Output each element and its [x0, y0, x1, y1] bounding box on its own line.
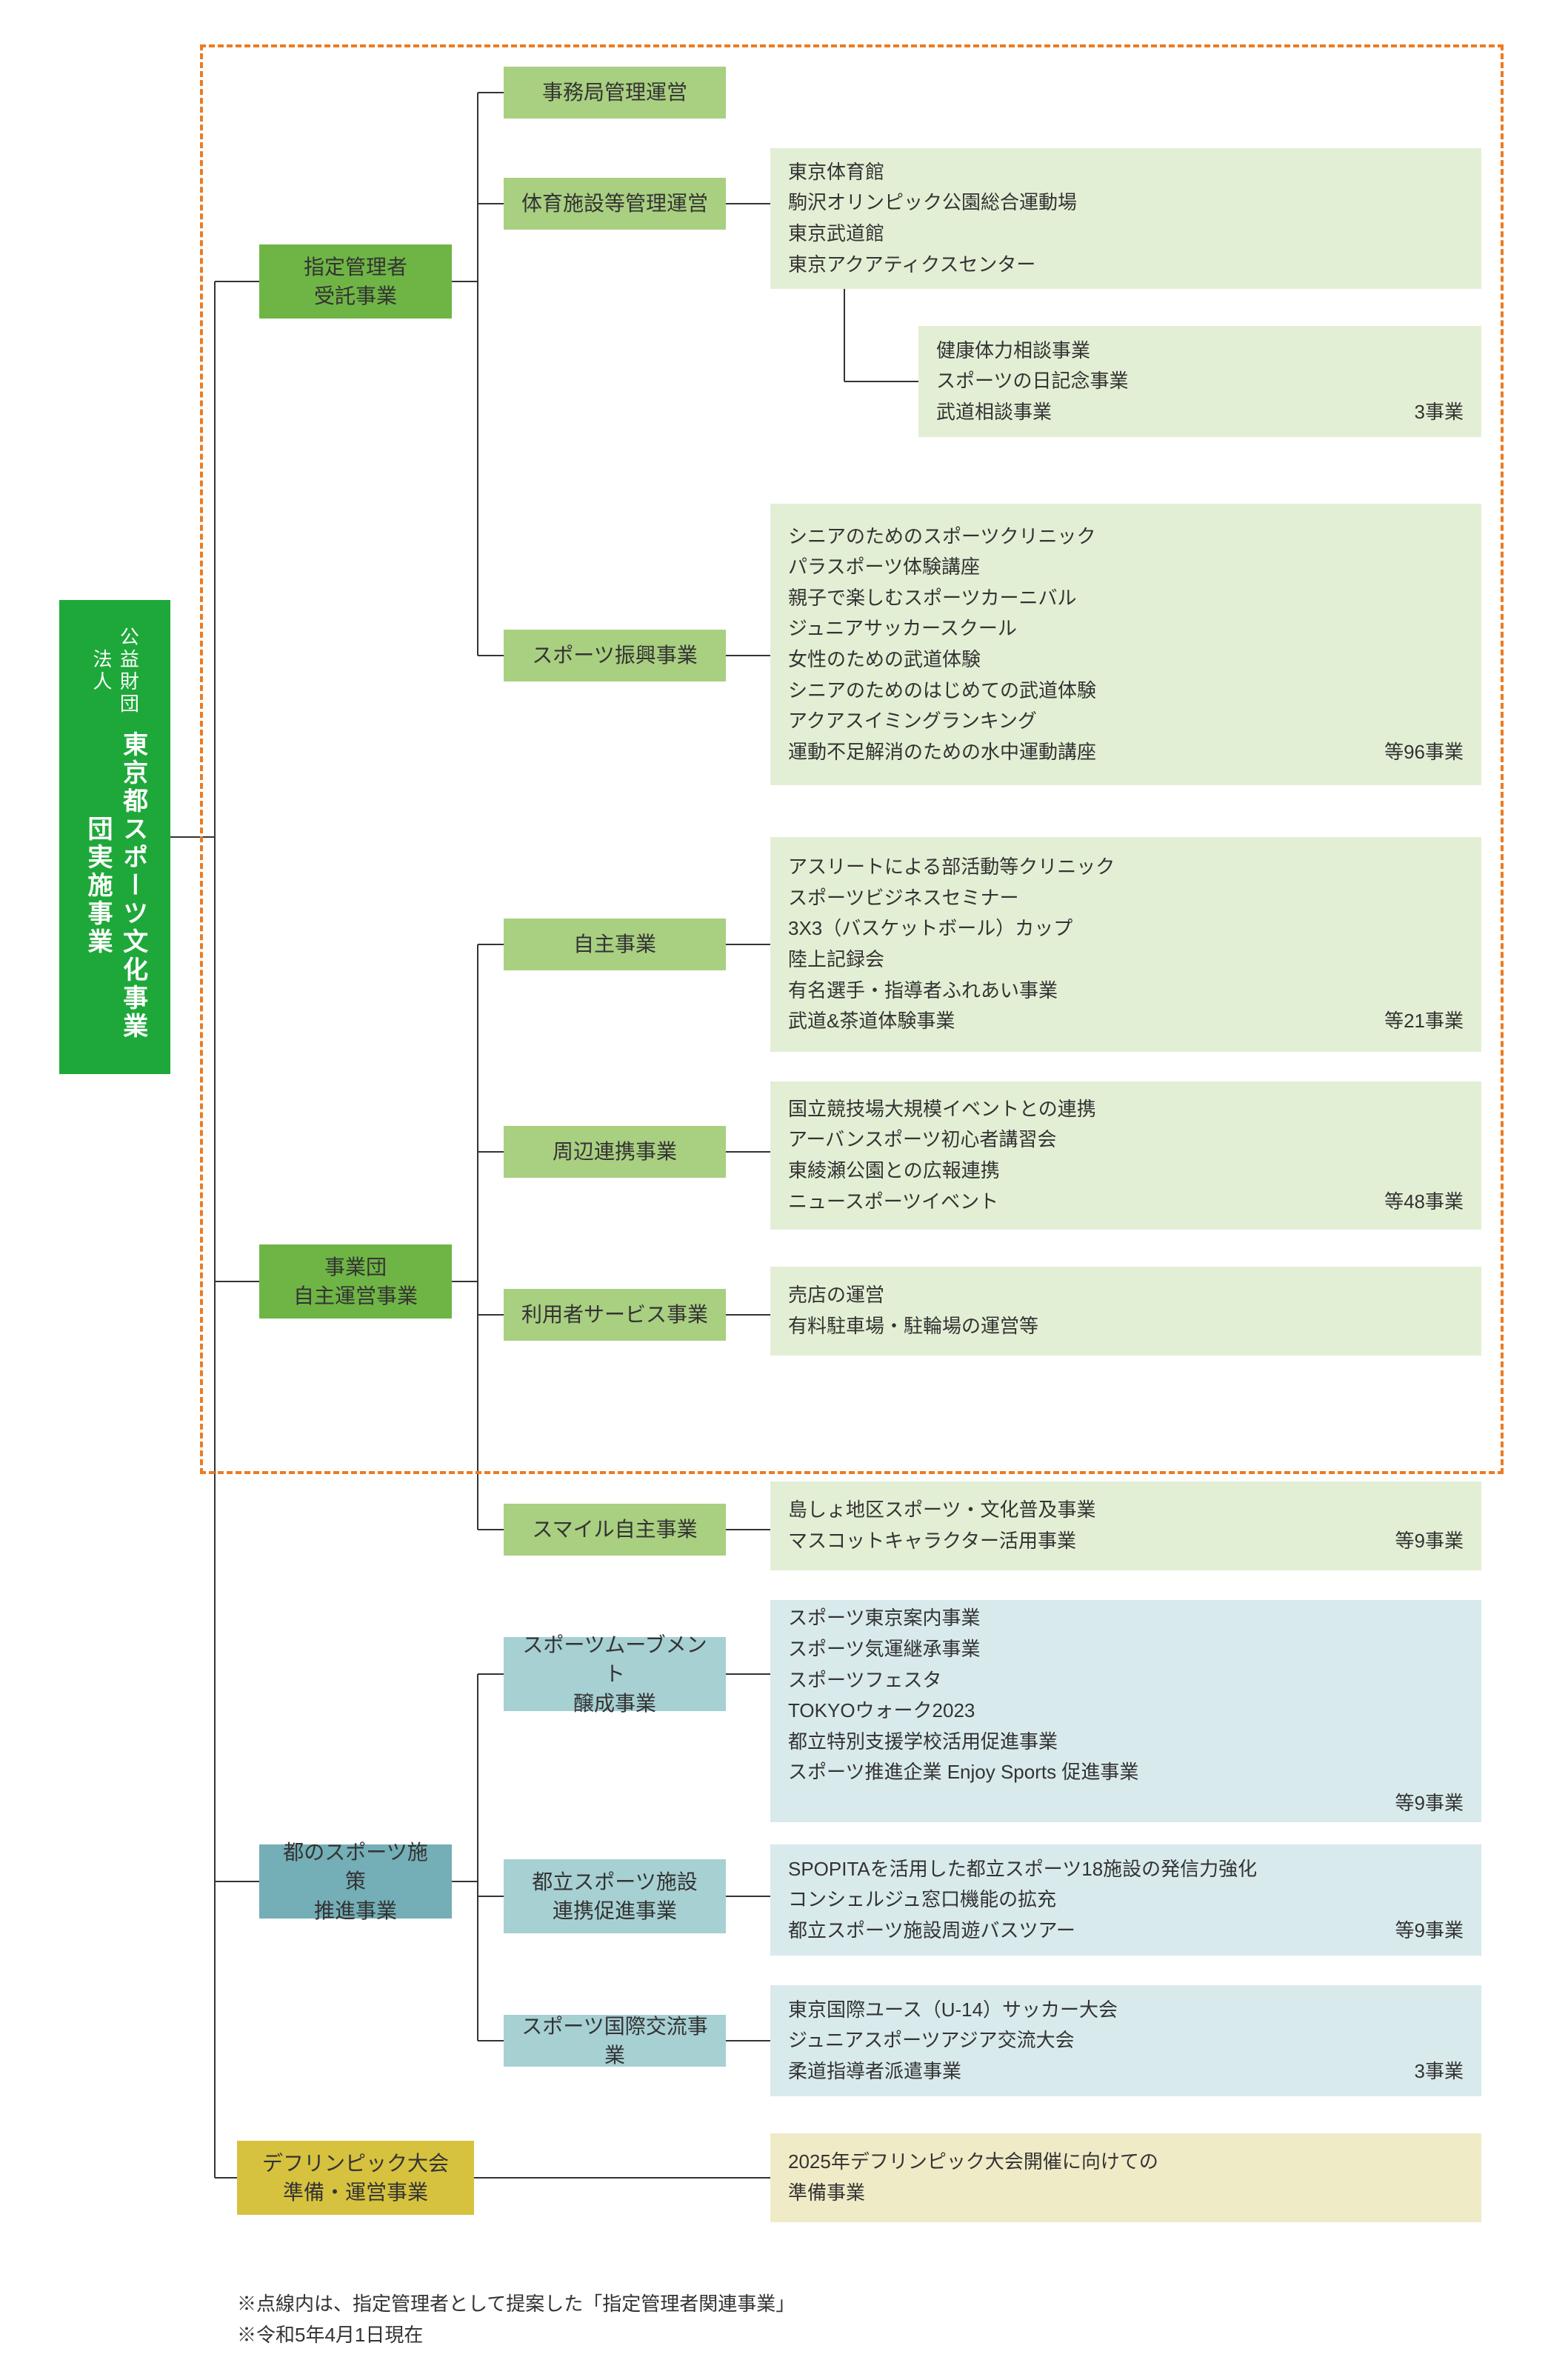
l3-b1: 自主事業: [504, 919, 726, 970]
root-node: 公益財団法人 東京都スポーツ文化事業団実施事業: [59, 600, 170, 1074]
l3-c1: スポーツムーブメント醸成事業: [504, 1637, 726, 1711]
l3-c2: 都立スポーツ施設連携促進事業: [504, 1859, 726, 1933]
root-main: 東京都スポーツ文化事業団実施事業: [79, 720, 150, 1052]
detail-d: 2025年デフリンピック大会開催に向けての準備事業: [770, 2133, 1481, 2222]
detail-b1: アスリートによる部活動等クリニックスポーツビジネスセミナー3X3（バスケットボー…: [770, 837, 1481, 1052]
footnote-1: ※点線内は、指定管理者として提案した「指定管理者関連事業」: [237, 2289, 795, 2320]
l3-b3: 利用者サービス事業: [504, 1289, 726, 1341]
l2-a: 指定管理者受託事業: [259, 244, 452, 319]
detail-a3: シニアのためのスポーツクリニックパラスポーツ体験講座親子で楽しむスポーツカーニバ…: [770, 504, 1481, 785]
l2-b: 事業団自主運営事業: [259, 1244, 452, 1319]
detail-c1: スポーツ東京案内事業スポーツ気運継承事業スポーツフェスタTOKYOウォーク202…: [770, 1600, 1481, 1822]
footnotes: ※点線内は、指定管理者として提案した「指定管理者関連事業」 ※令和5年4月1日現…: [237, 2289, 795, 2350]
org-chart: 公益財団法人 東京都スポーツ文化事業団実施事業 指定管理者受託事業 事業団自主運…: [30, 30, 1518, 2350]
l2-d: デフリンピック大会準備・運営事業: [237, 2141, 474, 2215]
detail-a2b: 健康体力相談事業スポーツの日記念事業武道相談事業3事業: [918, 326, 1481, 437]
detail-b3: 売店の運営有料駐車場・駐輪場の運営等: [770, 1267, 1481, 1356]
l3-a2: 体育施設等管理運営: [504, 178, 726, 230]
detail-c2: SPOPITAを活用した都立スポーツ18施設の発信力強化コンシェルジュ窓口機能の…: [770, 1844, 1481, 1956]
detail-b4: 島しょ地区スポーツ・文化普及事業マスコットキャラクター活用事業等9事業: [770, 1481, 1481, 1570]
l3-c3: スポーツ国際交流事業: [504, 2015, 726, 2067]
l2-c: 都のスポーツ施策推進事業: [259, 1844, 452, 1919]
detail-c3: 東京国際ユース（U-14）サッカー大会ジュニアスポーツアジア交流大会柔道指導者派…: [770, 1985, 1481, 2096]
detail-a2: 東京体育館駒沢オリンピック公園総合運動場東京武道館東京アクアティクスセンター: [770, 148, 1481, 289]
l3-b2: 周辺連携事業: [504, 1126, 726, 1178]
l3-a3: スポーツ振興事業: [504, 630, 726, 681]
l3-a1: 事務局管理運営: [504, 67, 726, 119]
l3-b4: スマイル自主事業: [504, 1504, 726, 1556]
detail-b2: 国立競技場大規模イベントとの連携アーバンスポーツ初心者講習会東綾瀬公園との広報連…: [770, 1081, 1481, 1230]
root-sub: 公益財団法人: [88, 622, 142, 720]
footnote-2: ※令和5年4月1日現在: [237, 2320, 795, 2351]
